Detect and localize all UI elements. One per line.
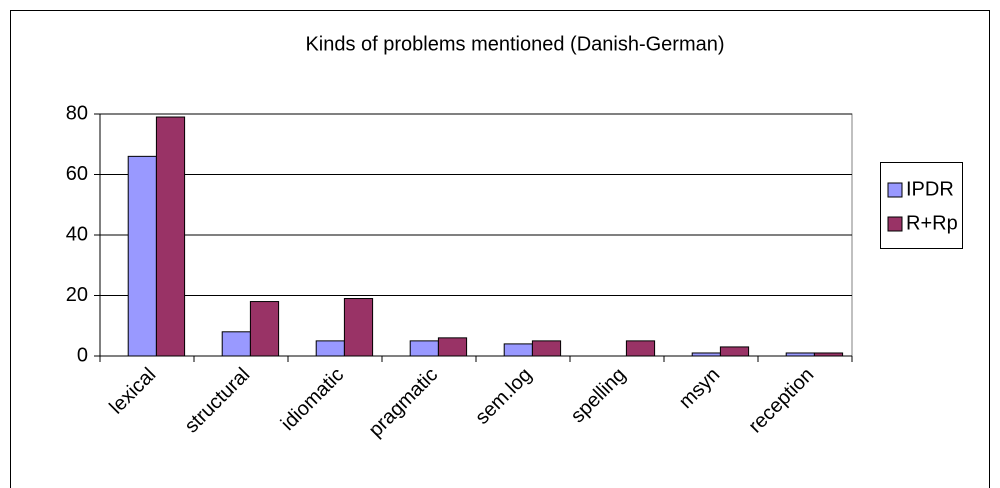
legend bbox=[880, 162, 963, 249]
bar bbox=[221, 331, 251, 357]
bar bbox=[409, 340, 439, 357]
legend-label: R+Rp bbox=[906, 212, 958, 234]
bar bbox=[813, 352, 844, 357]
bar bbox=[343, 298, 374, 357]
y-tick-label: 20 bbox=[66, 284, 88, 306]
bar bbox=[315, 340, 345, 357]
legend-label: IPDR bbox=[906, 178, 954, 200]
bar bbox=[155, 116, 186, 357]
bar bbox=[719, 346, 750, 357]
bar bbox=[249, 301, 280, 357]
bar bbox=[437, 337, 468, 357]
bar bbox=[127, 155, 157, 357]
bar bbox=[785, 352, 815, 357]
bar bbox=[503, 343, 533, 357]
legend-swatch bbox=[887, 216, 903, 232]
y-tick-label: 40 bbox=[66, 223, 88, 245]
bar bbox=[531, 340, 562, 357]
bar bbox=[625, 340, 656, 357]
y-tick-label: 60 bbox=[66, 163, 88, 185]
legend-swatch bbox=[887, 182, 903, 198]
chart-title: Kinds of problems mentioned (Danish-Germ… bbox=[305, 33, 724, 55]
bar bbox=[691, 352, 721, 357]
y-tick-label: 80 bbox=[66, 102, 88, 124]
y-tick-label: 0 bbox=[77, 344, 88, 366]
